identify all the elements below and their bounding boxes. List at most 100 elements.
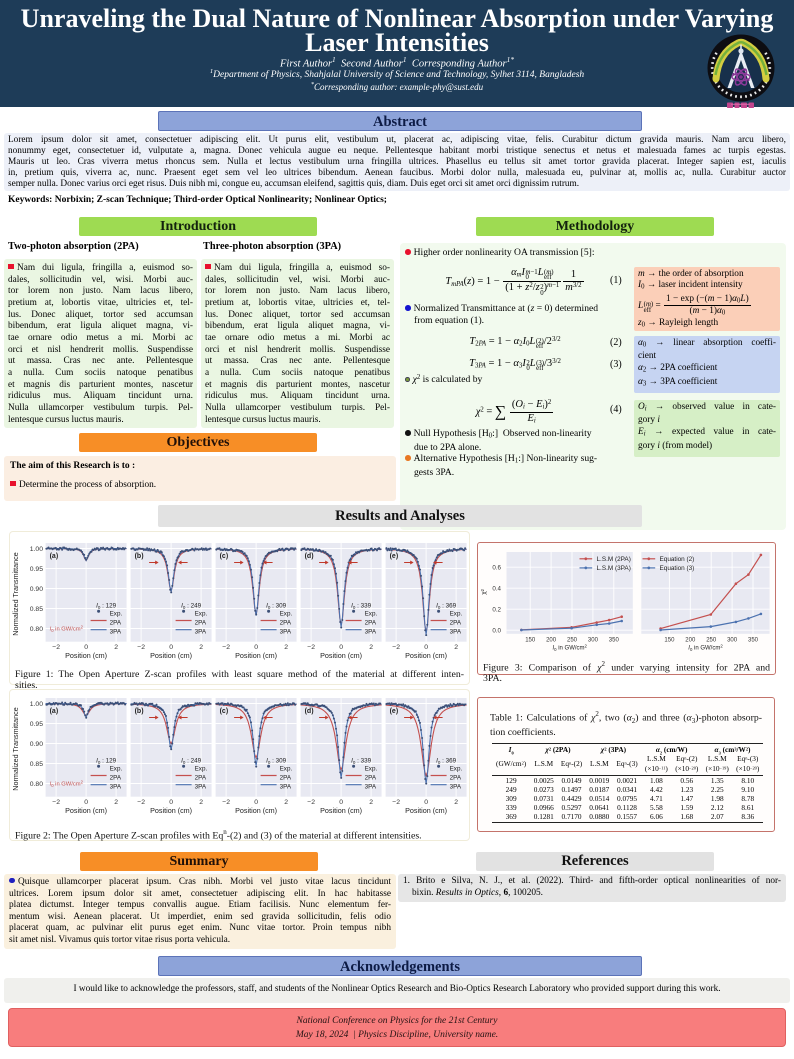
svg-text:0: 0 (169, 644, 173, 651)
svg-text:Position (cm): Position (cm) (150, 651, 192, 660)
svg-text:250: 250 (567, 638, 578, 644)
svg-text:Exp.: Exp. (280, 765, 293, 772)
svg-text:0.4: 0.4 (492, 585, 501, 592)
svg-text:0: 0 (424, 644, 428, 651)
svg-text:−2: −2 (222, 799, 230, 806)
svg-text:(c): (c) (220, 708, 229, 715)
svg-text:I0 : 129: I0 : 129 (96, 602, 117, 610)
svg-text:Exp.: Exp. (195, 765, 208, 772)
svg-text:2PA: 2PA (110, 620, 122, 627)
svg-text:0.6: 0.6 (492, 564, 501, 571)
svg-text:350: 350 (748, 638, 759, 644)
svg-text:0.85: 0.85 (30, 606, 43, 613)
svg-text:3PA: 3PA (195, 784, 207, 791)
svg-text:Position (cm): Position (cm) (235, 651, 277, 660)
svg-text:0.95: 0.95 (30, 566, 43, 573)
svg-text:0.90: 0.90 (30, 741, 43, 748)
svg-text:0: 0 (84, 799, 88, 806)
svg-text:−2: −2 (137, 799, 145, 806)
svg-text:2PA: 2PA (365, 775, 377, 782)
svg-text:(c): (c) (220, 553, 229, 560)
svg-text:Exp.: Exp. (280, 610, 293, 617)
svg-text:I0 : 339: I0 : 339 (351, 602, 372, 610)
svg-text:0: 0 (339, 644, 343, 651)
svg-text:2PA: 2PA (365, 620, 377, 627)
svg-text:I0 in GW/cm2: I0 in GW/cm2 (50, 780, 84, 788)
svg-text:2: 2 (284, 644, 288, 651)
svg-text:Normalized Transmittance: Normalized Transmittance (11, 552, 20, 635)
svg-text:Position (cm): Position (cm) (65, 651, 107, 660)
svg-text:0.85: 0.85 (30, 761, 43, 768)
svg-text:L.S.M (3PA): L.S.M (3PA) (597, 565, 631, 572)
svg-text:Normalized Transmittance: Normalized Transmittance (11, 707, 20, 790)
svg-text:2: 2 (454, 644, 458, 651)
svg-text:Exp.: Exp. (110, 765, 123, 772)
svg-text:2PA: 2PA (280, 620, 292, 627)
svg-text:2: 2 (199, 799, 203, 806)
svg-text:−2: −2 (392, 644, 400, 651)
svg-text:Equation (3): Equation (3) (660, 565, 695, 572)
svg-text:Position (cm): Position (cm) (235, 806, 277, 815)
svg-text:I0 : 309: I0 : 309 (266, 757, 287, 765)
svg-text:3PA: 3PA (365, 784, 377, 791)
svg-text:2: 2 (114, 644, 118, 651)
svg-text:2: 2 (284, 799, 288, 806)
svg-text:−2: −2 (52, 644, 60, 651)
svg-text:I0 : 129: I0 : 129 (96, 757, 117, 765)
svg-text:I0 in GW/cm2: I0 in GW/cm2 (552, 644, 587, 652)
svg-text:3PA: 3PA (450, 629, 462, 636)
svg-text:(d): (d) (305, 553, 314, 560)
svg-text:I0 in GW/cm2: I0 in GW/cm2 (688, 644, 723, 652)
svg-text:200: 200 (685, 638, 696, 644)
svg-text:−2: −2 (137, 644, 145, 651)
svg-text:300: 300 (588, 638, 599, 644)
svg-text:3PA: 3PA (280, 629, 292, 636)
svg-text:2: 2 (114, 799, 118, 806)
svg-text:2PA: 2PA (110, 775, 122, 782)
svg-text:0: 0 (254, 799, 258, 806)
svg-text:0.2: 0.2 (492, 606, 501, 613)
svg-text:I0 : 339: I0 : 339 (351, 757, 372, 765)
svg-text:2PA: 2PA (280, 775, 292, 782)
svg-text:(b): (b) (135, 553, 144, 560)
svg-text:(a): (a) (50, 553, 59, 560)
svg-text:250: 250 (706, 638, 717, 644)
svg-text:0: 0 (254, 644, 258, 651)
svg-text:I0 : 369: I0 : 369 (436, 757, 457, 765)
svg-text:2PA: 2PA (450, 775, 462, 782)
svg-text:2PA: 2PA (195, 620, 207, 627)
svg-text:Position (cm): Position (cm) (405, 651, 447, 660)
svg-text:0: 0 (84, 644, 88, 651)
svg-text:2: 2 (454, 799, 458, 806)
svg-text:0.80: 0.80 (30, 781, 43, 788)
svg-text:I0 : 249: I0 : 249 (181, 602, 202, 610)
svg-text:−2: −2 (307, 644, 315, 651)
svg-text:0.90: 0.90 (30, 586, 43, 593)
svg-text:Position (cm): Position (cm) (320, 806, 362, 815)
svg-text:0: 0 (424, 799, 428, 806)
svg-text:1.00: 1.00 (30, 701, 43, 708)
svg-text:(d): (d) (305, 708, 314, 715)
svg-text:I0 : 249: I0 : 249 (181, 757, 202, 765)
svg-text:0: 0 (339, 799, 343, 806)
svg-text:χ²: χ² (480, 588, 487, 594)
svg-text:2: 2 (199, 644, 203, 651)
svg-text:I0 in GW/cm2: I0 in GW/cm2 (50, 625, 84, 633)
svg-text:Position (cm): Position (cm) (320, 651, 362, 660)
svg-text:350: 350 (609, 638, 620, 644)
svg-text:Position (cm): Position (cm) (405, 806, 447, 815)
svg-text:Exp.: Exp. (195, 610, 208, 617)
svg-text:−2: −2 (222, 644, 230, 651)
svg-text:(b): (b) (135, 708, 144, 715)
svg-text:Exp.: Exp. (365, 610, 378, 617)
svg-text:300: 300 (727, 638, 738, 644)
svg-text:3PA: 3PA (110, 629, 122, 636)
svg-text:I0 : 369: I0 : 369 (436, 602, 457, 610)
svg-text:Equation (2): Equation (2) (660, 556, 695, 563)
svg-text:2: 2 (369, 644, 373, 651)
svg-text:150: 150 (525, 638, 536, 644)
svg-text:3PA: 3PA (195, 629, 207, 636)
svg-text:2PA: 2PA (450, 620, 462, 627)
svg-text:(a): (a) (50, 708, 59, 715)
svg-text:Exp.: Exp. (110, 610, 123, 617)
